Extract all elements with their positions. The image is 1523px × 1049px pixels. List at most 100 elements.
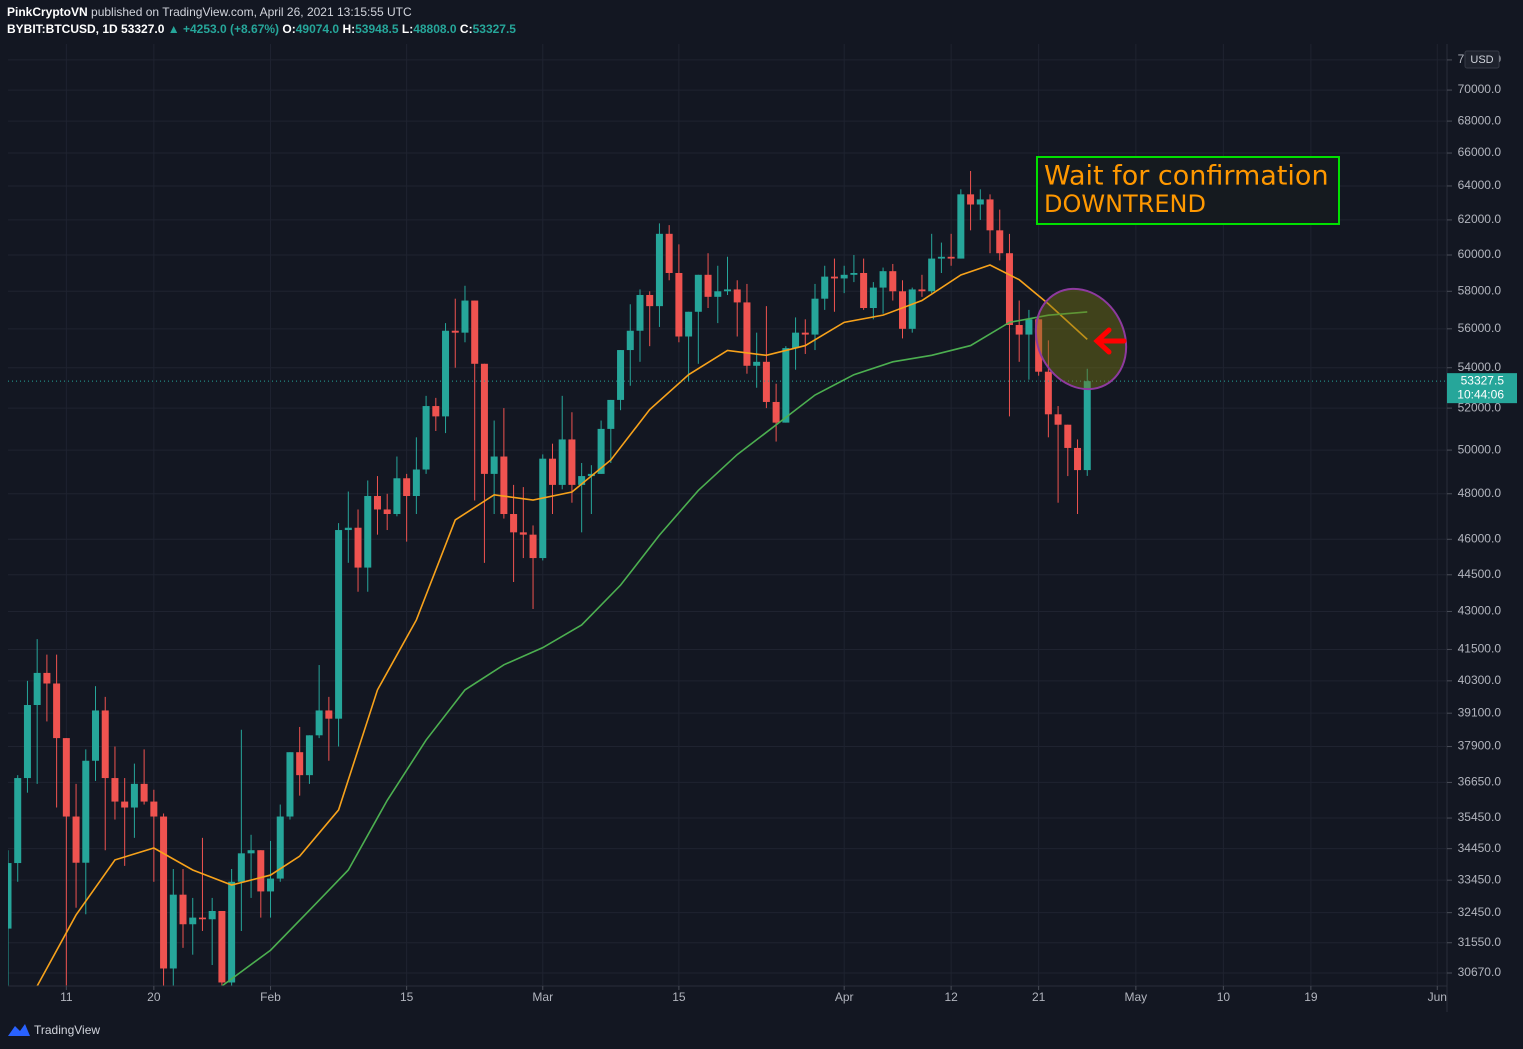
candle-body	[830, 276, 838, 279]
candle-body	[237, 853, 245, 882]
x-tick-label: 12	[944, 990, 958, 1004]
candle-body	[432, 406, 440, 417]
annotation: Wait for confirmation DOWNTREND	[1034, 156, 1340, 391]
candle-body	[1054, 414, 1062, 425]
candle-body	[8, 863, 12, 929]
candle-body	[315, 710, 323, 736]
candle-body	[675, 272, 683, 337]
x-tick-label: 20	[147, 990, 161, 1004]
candle-body	[607, 399, 615, 429]
candle-body	[72, 816, 80, 863]
axes: 30670.0 31550.0 32450.0 33450.0 34450.0 35450…	[60, 50, 1517, 1004]
moving-averages	[8, 264, 1447, 986]
candle-body	[92, 710, 100, 761]
candle-body	[335, 530, 343, 719]
publisher: PinkCryptoVN	[7, 5, 88, 19]
candle-body	[14, 778, 22, 864]
candle-body	[403, 478, 411, 496]
candle-body	[1025, 319, 1033, 335]
candle-body	[189, 917, 197, 925]
moving-average	[36, 264, 1088, 986]
candle-body	[937, 256, 945, 259]
y-tick-label: 36650.0	[1458, 775, 1502, 789]
y-tick-label: 44500.0	[1458, 567, 1502, 581]
ohlc-value: 49074.0	[295, 22, 340, 36]
x-tick-label: 11	[60, 990, 73, 1004]
published: published on TradingView.com, April 26, …	[91, 5, 412, 19]
candle-body	[1074, 447, 1082, 471]
candle-body	[383, 509, 391, 515]
candle-body	[267, 878, 275, 892]
ohlc-label: L:	[401, 22, 414, 36]
y-tick-label: 46000.0	[1458, 531, 1502, 545]
y-tick-label: 54000.0	[1458, 360, 1502, 374]
symbol: BYBIT:BTCUSD, 1D	[7, 22, 118, 36]
candle-body	[121, 801, 129, 808]
candle-body	[442, 330, 450, 417]
y-tick-label: 48000.0	[1458, 486, 1502, 500]
candle-body	[33, 672, 41, 706]
candle-body	[247, 850, 255, 854]
candle-body	[986, 199, 994, 231]
y-tick-label: 58000.0	[1458, 283, 1502, 297]
x-tick-label: 10	[1217, 990, 1231, 1004]
candle-body	[218, 911, 226, 983]
candle-body	[626, 330, 634, 351]
candle-body	[393, 478, 401, 515]
ohlc-value: 53327.5	[472, 22, 516, 36]
candle-body	[743, 302, 751, 366]
grid	[8, 44, 1447, 986]
y-tick-label: 37900.0	[1458, 739, 1502, 753]
candle-body	[782, 348, 790, 423]
candle-body	[860, 272, 868, 309]
y-tick-label: 33450.0	[1458, 872, 1502, 886]
candle-body	[510, 514, 518, 533]
candle-body	[597, 428, 605, 474]
candle-body	[655, 233, 663, 307]
candle-body	[811, 298, 819, 335]
y-tick-label: 39100.0	[1458, 705, 1502, 719]
candle-body	[617, 350, 625, 400]
red-arrow	[1093, 327, 1127, 355]
y-tick-label: 30670.0	[1458, 965, 1502, 979]
candle-body	[539, 458, 547, 559]
candle-body	[772, 401, 780, 423]
candle-body	[762, 361, 770, 402]
candle-body	[1083, 381, 1091, 471]
candle-body	[82, 760, 90, 863]
highlight-ellipse	[1034, 287, 1128, 391]
moving-average	[221, 311, 1088, 986]
change: ▲ +4253.0 (+8.67%)	[167, 22, 280, 36]
y-tick-label: 60000.0	[1458, 247, 1502, 261]
candle-body	[529, 534, 537, 559]
candle-body	[548, 458, 556, 485]
candle-body	[928, 258, 936, 292]
y-tick-label: 43000.0	[1458, 604, 1502, 618]
candle-body	[694, 274, 702, 312]
x-tick-label: Jun	[1428, 990, 1447, 1004]
candle-body	[665, 233, 673, 273]
annotation-text: DOWNTREND	[1044, 190, 1206, 218]
ohlc-value: 53948.5	[355, 22, 399, 36]
candle-body	[198, 917, 206, 920]
x-tick-label: Apr	[835, 990, 854, 1004]
ohlc-value: 48808.0	[413, 22, 457, 36]
candle-body	[228, 881, 236, 983]
candle-body	[753, 361, 761, 366]
countdown: 10:44:06	[1457, 387, 1504, 401]
candle-body	[1015, 325, 1023, 335]
candle-body	[344, 527, 352, 531]
ohlc-label: C:	[459, 22, 473, 36]
candle-body	[578, 476, 586, 485]
candle-body	[685, 311, 693, 337]
candle-body	[422, 406, 430, 470]
candle-body	[801, 332, 809, 335]
candle-body	[150, 801, 158, 817]
candle-body	[451, 330, 459, 333]
footer: TradingView	[8, 1023, 100, 1037]
y-tick-label: 52000.0	[1458, 400, 1502, 414]
candle-body	[704, 274, 712, 297]
candle-body	[305, 735, 313, 776]
candles	[8, 171, 1091, 986]
